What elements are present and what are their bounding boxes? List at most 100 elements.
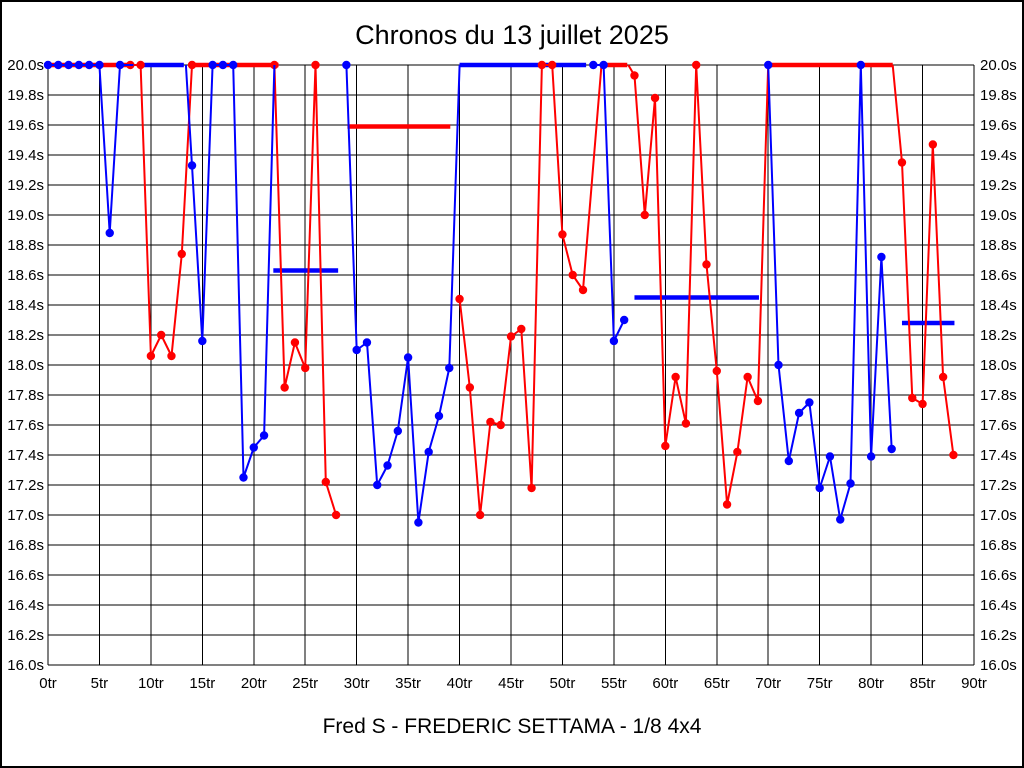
blue-lap-marker — [249, 443, 258, 452]
y-tick-label-right: 18.8s — [980, 237, 1017, 254]
red-lap-marker — [640, 210, 649, 220]
x-tick-label: 80tr — [858, 675, 884, 692]
blue-lap-marker — [362, 338, 372, 347]
red-lap-marker — [949, 450, 958, 460]
y-tick-label-right: 18.6s — [980, 267, 1017, 284]
blue-lap-marker — [383, 461, 392, 470]
blue-lap-marker — [877, 252, 886, 262]
x-tick-label: 40tr — [447, 675, 473, 692]
y-tick-label-right: 19.4s — [980, 147, 1017, 164]
x-tick-label: 35tr — [395, 675, 421, 692]
red-lap-marker — [722, 500, 732, 509]
y-tick-label-right: 18.2s — [980, 327, 1017, 344]
blue-run-line — [345, 64, 461, 524]
x-tick-label: 55tr — [601, 675, 627, 692]
red-lap-marker — [753, 396, 763, 406]
y-tick-label-left: 17.0s — [7, 507, 44, 524]
x-tick-label: 30tr — [344, 675, 370, 692]
y-tick-label-left: 16.2s — [7, 627, 44, 644]
blue-lap-marker — [373, 480, 382, 490]
red-lap-marker — [938, 372, 948, 382]
red-lap-marker — [650, 93, 660, 103]
average-bars — [48, 62, 955, 326]
y-tick-label-right: 17.4s — [980, 447, 1017, 464]
red-lap-marker — [455, 294, 464, 304]
y-axis-labels: 20.0s 20.0s 19.8s 19.8s 19.6s 19.6s 19.4s 19.4s… — [7, 57, 1016, 674]
red-lap-marker — [918, 399, 927, 409]
x-tick-label: 65tr — [704, 675, 730, 692]
blue-lap-marker — [95, 60, 104, 70]
red-lap-marker — [908, 393, 917, 403]
red-lap-marker — [681, 419, 691, 428]
blue-lap-marker — [414, 518, 423, 527]
y-tick-label-right: 19.6s — [980, 117, 1017, 134]
blue-run-line — [593, 64, 626, 342]
y-tick-label-right: 16.6s — [980, 567, 1017, 584]
y-tick-label-right: 19.2s — [980, 177, 1017, 194]
x-tick-label: 0tr — [39, 675, 57, 692]
red-run-line — [130, 64, 193, 357]
blue-lap-marker — [836, 515, 845, 524]
y-tick-label-right: 19.0s — [980, 207, 1017, 224]
x-tick-label: 60tr — [652, 675, 678, 692]
y-tick-label-left: 16.4s — [7, 597, 44, 614]
red-lap-marker — [311, 60, 320, 70]
driver-subtitle: Fred S - FREDERIC SETTAMA - 1/8 4x4 — [322, 715, 702, 738]
series-blue — [43, 60, 896, 527]
red-lap-marker — [630, 71, 639, 80]
blue-lap-marker — [208, 60, 217, 70]
x-tick-label: 15tr — [189, 675, 215, 692]
y-tick-label-left: 16.0s — [7, 657, 44, 674]
x-tick-label: 20tr — [241, 675, 267, 692]
blue-lap-marker — [229, 60, 238, 70]
red-lap-marker — [547, 60, 557, 70]
red-lap-marker — [486, 417, 495, 427]
blue-lap-marker — [352, 345, 361, 355]
red-lap-marker — [712, 366, 721, 376]
blue-lap-marker — [424, 447, 433, 457]
red-run-line — [458, 64, 603, 516]
blue-lap-marker — [434, 411, 444, 421]
red-lap-marker — [301, 363, 310, 373]
blue-lap-marker — [825, 452, 835, 461]
y-tick-label-right: 16.4s — [980, 597, 1017, 614]
x-tick-label: 70tr — [755, 675, 781, 692]
red-lap-marker — [733, 447, 742, 457]
red-lap-marker — [928, 140, 938, 149]
y-tick-label-left: 19.2s — [7, 177, 44, 194]
red-lap-marker — [537, 60, 547, 70]
blue-lap-marker — [846, 479, 855, 488]
blue-lap-marker — [218, 60, 228, 70]
y-tick-label-left: 18.0s — [7, 357, 44, 374]
y-tick-label-right: 17.2s — [980, 477, 1017, 494]
blue-lap-marker — [84, 60, 94, 70]
y-tick-label-right: 18.0s — [980, 357, 1017, 374]
y-tick-label-left: 17.4s — [7, 447, 44, 464]
blue-run-line — [767, 64, 893, 521]
blue-run-line — [48, 64, 134, 234]
red-lap-marker — [661, 441, 670, 451]
red-lap-marker — [146, 351, 156, 361]
red-lap-marker — [290, 338, 300, 347]
blue-lap-marker — [774, 360, 783, 370]
y-tick-label-right: 17.6s — [980, 417, 1017, 434]
blue-lap-marker — [445, 363, 454, 373]
blue-lap-marker — [887, 444, 896, 454]
y-tick-label-left: 19.8s — [7, 87, 44, 104]
blue-lap-marker — [764, 60, 773, 70]
x-tick-label: 5tr — [91, 675, 109, 692]
red-lap-marker — [156, 330, 166, 340]
blue-lap-marker — [187, 161, 197, 170]
y-tick-label-left: 17.8s — [7, 387, 44, 404]
red-lap-marker — [506, 332, 516, 341]
red-lap-marker — [671, 372, 680, 382]
red-lap-marker — [177, 249, 186, 259]
red-lap-marker — [692, 60, 701, 70]
chart-title: Chronos du 13 juillet 2025 — [355, 20, 669, 50]
y-tick-label-right: 17.0s — [980, 507, 1017, 524]
red-lap-marker — [743, 372, 752, 382]
blue-lap-marker — [198, 336, 207, 346]
y-tick-label-left: 19.4s — [7, 147, 44, 164]
y-tick-label-right: 19.8s — [980, 87, 1017, 104]
